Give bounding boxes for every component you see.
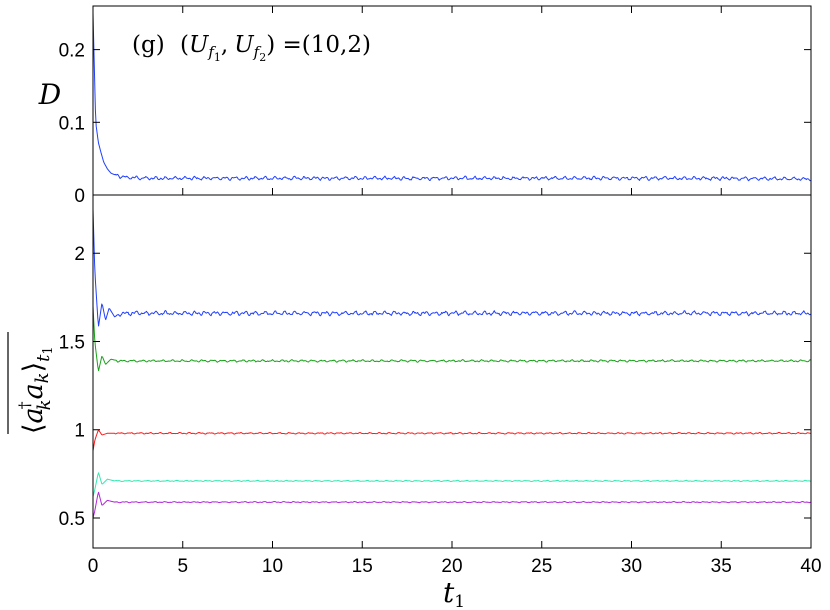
ylabel-text: ⟨a†kak⟩t1: [15, 346, 56, 434]
ylabel-k1: k: [34, 399, 55, 410]
annotation-comma: ,: [221, 32, 228, 58]
bottom-xtick-label: 30: [621, 556, 642, 577]
bottom-series-3: [92, 429, 812, 452]
annotation-u2: U: [234, 32, 255, 58]
bottom-panel: 0.511.52 0 5 10 15 20 25 30 35 40 ⟨a†kak⟩t1 t1: [7, 6, 822, 610]
ylabel-a1: a: [18, 407, 49, 423]
bottom-xtick-label: 25: [531, 556, 552, 577]
bottom-series-group: [92, 209, 812, 519]
bottom-x-ticks: 0 5 10 15 20 25 30 35 40: [88, 6, 822, 577]
x-axis-label-sub: 1: [454, 592, 465, 610]
ylabel-open: ⟨: [18, 423, 49, 434]
bottom-xtick-label: 0: [88, 556, 99, 577]
bottom-ytick-label: 1.5: [59, 332, 85, 353]
annotation-equals: =: [275, 32, 302, 58]
annotation-sub-2: 2: [259, 51, 266, 64]
bottom-xtick-label: 35: [711, 556, 732, 577]
annotation-sub-f1: f: [207, 43, 216, 61]
bottom-plot-frame: [92, 194, 812, 549]
annotation-sub-f2: f: [253, 43, 262, 61]
bottom-ytick-label: 2: [74, 244, 85, 265]
annotation-pair-close: ): [266, 32, 275, 58]
bottom-y-ticks: 0.5 1 1.5 2: [59, 244, 811, 530]
top-y-ticks: 0 0.1 0.2: [59, 41, 811, 207]
top-series-group: [92, 13, 812, 182]
top-series-1: [92, 13, 812, 182]
top-panel: 00.10.2 D (g) (Uf1, Uf2) =(10,2): [38, 5, 812, 207]
bottom-series-2: [92, 306, 812, 372]
panel-annotation: (g) (Uf1, Uf2) =(10,2): [132, 32, 371, 64]
x-axis-label: t1: [443, 576, 465, 610]
annotation-label: (g): [132, 32, 165, 58]
ylabel-t: t: [33, 354, 54, 362]
bottom-xtick-label: 5: [177, 556, 188, 577]
bottom-series-4: [92, 472, 812, 497]
top-y-axis-label: D: [38, 78, 61, 111]
bottom-ytick-label: 0.5: [59, 509, 85, 530]
annotation-pair-open: (: [180, 32, 189, 58]
top-ytick-label: 0: [74, 186, 85, 207]
bottom-series-1: [92, 209, 812, 327]
bottom-ytick-label: 1: [74, 421, 85, 442]
bottom-xtick-label: 40: [800, 556, 821, 577]
bottom-y-axis-label: ⟨a†kak⟩t1: [7, 332, 56, 434]
x-axis-label-t: t: [443, 576, 455, 609]
ylabel-a2: a: [18, 383, 49, 399]
ylabel-one: 1: [41, 346, 56, 354]
bottom-xtick-label: 20: [441, 556, 462, 577]
annotation-sub-1: 1: [214, 51, 221, 64]
bottom-series-5: [92, 491, 812, 519]
bottom-xtick-label: 10: [262, 556, 283, 577]
annotation-u1: U: [189, 32, 210, 58]
top-ytick-label: 0.2: [59, 41, 85, 62]
ylabel-dagger: †: [15, 401, 34, 409]
top-ytick-label: 0.1: [59, 113, 85, 134]
ylabel-close: ⟩: [18, 362, 49, 373]
ylabel-k2: k: [32, 372, 53, 383]
annotation-value: (10,2): [302, 32, 371, 58]
bottom-xtick-label: 15: [352, 556, 373, 577]
